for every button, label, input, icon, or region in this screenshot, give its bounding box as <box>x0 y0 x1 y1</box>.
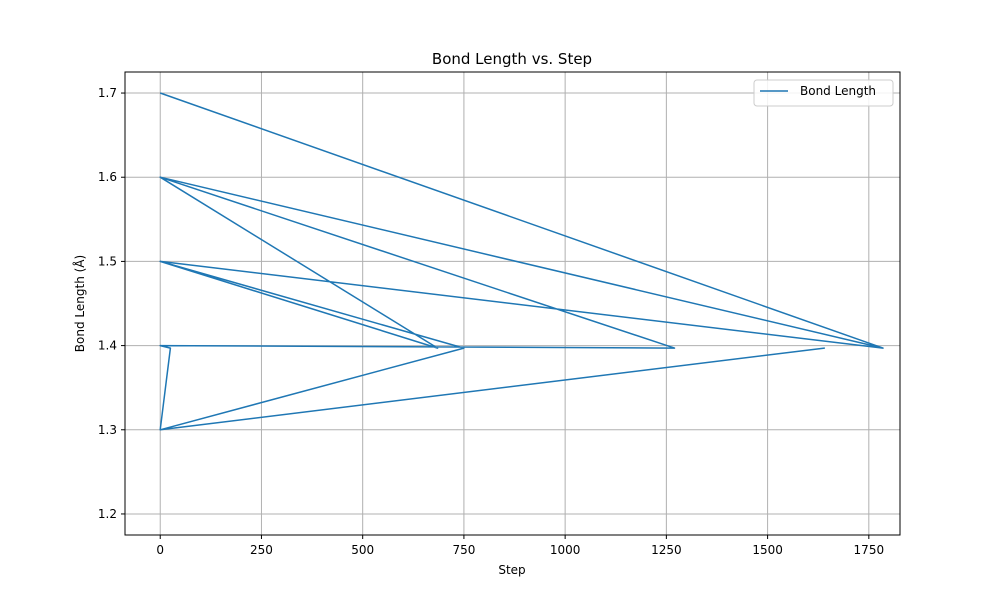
x-tick-label: 250 <box>250 543 273 557</box>
series-line-bond-length <box>159 92 884 431</box>
y-tick-label: 1.2 <box>98 507 117 521</box>
y-tick-label: 1.7 <box>98 86 117 100</box>
y-tick-label: 1.3 <box>98 423 117 437</box>
x-tick-label: 1750 <box>854 543 885 557</box>
x-tick-label: 0 <box>156 543 164 557</box>
chart-title: Bond Length vs. Step <box>432 50 592 68</box>
y-tick-label: 1.6 <box>98 170 117 184</box>
x-axis-label: Step <box>498 563 525 577</box>
y-tick-label: 1.4 <box>98 339 117 353</box>
legend-label: Bond Length <box>800 84 876 98</box>
y-axis-label: Bond Length (Å) <box>72 255 87 352</box>
x-tick-label: 750 <box>452 543 475 557</box>
x-tick-label: 1500 <box>752 543 783 557</box>
grid <box>125 72 900 535</box>
x-tick-label: 500 <box>351 543 374 557</box>
plot-frame <box>124 71 901 536</box>
legend: Bond Length <box>753 79 894 107</box>
x-tick-label: 1000 <box>550 543 581 557</box>
x-axis: 0 250 500 750 1000 1250 1500 1750 <box>156 535 884 557</box>
legend-box <box>753 79 894 107</box>
y-tick-label: 1.5 <box>98 254 117 268</box>
y-axis: 1.2 1.3 1.4 1.5 1.6 1.7 <box>98 86 125 521</box>
series-layer <box>159 92 884 431</box>
x-tick-label: 1250 <box>651 543 682 557</box>
